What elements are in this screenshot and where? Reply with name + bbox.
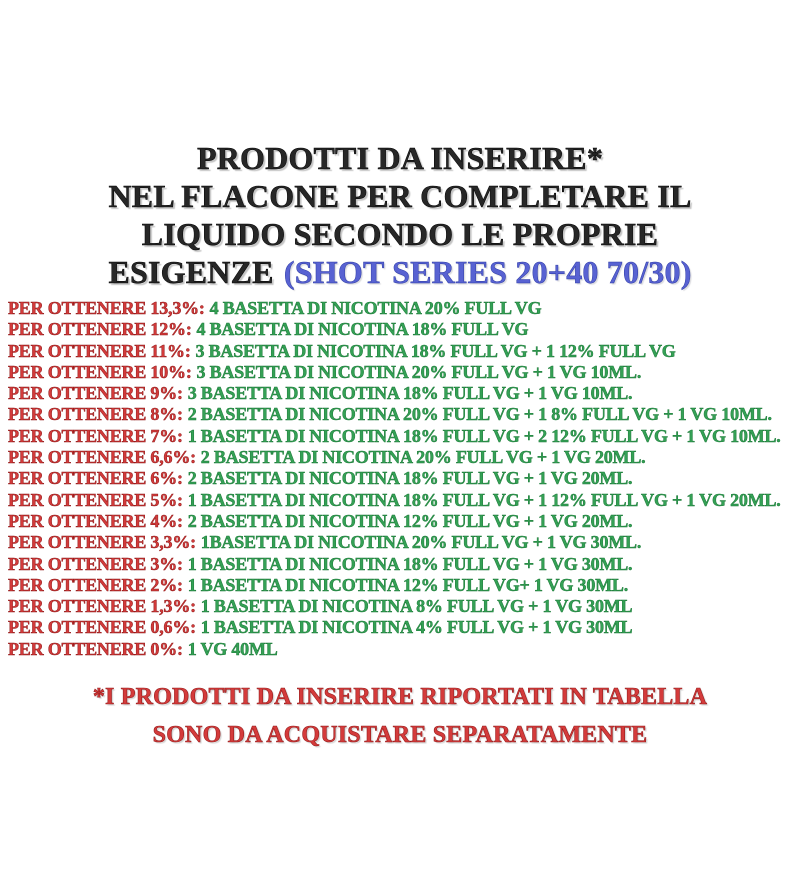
recipe-row: PER OTTENERE 7%: 1 BASETTA DI NICOTINA 18… <box>8 426 781 447</box>
title-line-3: LIQUIDO SECONDO LE PROPRIE <box>141 216 659 253</box>
recipe-products: 1 BASETTA DI NICOTINA 4% FULL VG + 1 VG … <box>200 617 633 638</box>
title-line-4: ESIGENZE (SHOT SERIES 20+40 70/30) <box>0 253 800 291</box>
recipe-row: PER OTTENERE 8%: 2 BASETTA DI NICOTINA 20… <box>8 404 781 425</box>
recipe-target: PER OTTENERE 13,3%: <box>8 298 205 319</box>
recipe-row: PER OTTENERE 2%: 1 BASETTA DI NICOTINA 12… <box>8 575 781 596</box>
title-line-1: PRODOTTI DA INSERIRE* <box>196 140 604 177</box>
recipe-target: PER OTTENERE 2%: <box>8 574 184 596</box>
recipe-target: PER OTTENERE 5%: <box>8 489 184 510</box>
footnote-line-1: *I PRODOTTI DA INSERIRE RIPORTATI IN TAB… <box>92 684 708 711</box>
title-line-4-black: ESIGENZE <box>108 254 274 291</box>
recipe-products: 1 VG 40ML <box>187 638 278 660</box>
recipe-row: PER OTTENERE 11%: 3 BASETTA DI NICOTINA 1… <box>8 340 781 362</box>
recipe-products: 1 BASETTA DI NICOTINA 12% FULL VG+ 1 VG … <box>187 574 629 596</box>
footnote-line-2: SONO DA ACQUISTARE SEPARATAMENTE <box>152 722 648 749</box>
recipe-row: PER OTTENERE 0%: 1 VG 40ML <box>8 639 781 660</box>
recipe-row: PER OTTENERE 5%: 1 BASETTA DI NICOTINA 18… <box>8 489 781 511</box>
recipe-row: PER OTTENERE 9%: 3 BASETTA DI NICOTINA 18… <box>8 383 781 404</box>
recipe-target: PER OTTENERE 10%: <box>8 361 192 383</box>
recipe-products: 3 BASETTA DI NICOTINA 18% FULL VG + 1 12… <box>195 340 676 361</box>
recipe-products: 4 BASETTA DI NICOTINA 18% FULL VG <box>196 319 529 340</box>
recipe-target: PER OTTENERE 6%: <box>8 468 184 489</box>
page-title: PRODOTTI DA INSERIRE* NEL FLACONE PER CO… <box>0 139 800 291</box>
recipe-row: PER OTTENERE 13,3%: 4 BASETTA DI NICOTINA… <box>8 298 781 319</box>
recipe-list: PER OTTENERE 13,3%: 4 BASETTA DI NICOTINA… <box>8 298 781 660</box>
recipe-products: 1 BASETTA DI NICOTINA 18% FULL VG + 2 12… <box>187 425 781 447</box>
recipe-products: 2 BASETTA DI NICOTINA 18% FULL VG + 1 VG… <box>187 468 633 489</box>
recipe-products: 3 BASETTA DI NICOTINA 18% FULL VG + 1 VG… <box>187 383 633 404</box>
recipe-products: 1 BASETTA DI NICOTINA 18% FULL VG + 1 VG… <box>187 553 633 574</box>
recipe-row: PER OTTENERE 3%: 1 BASETTA DI NICOTINA 18… <box>8 553 781 575</box>
recipe-row: PER OTTENERE 10%: 3 BASETTA DI NICOTINA 2… <box>8 362 781 383</box>
recipe-row: PER OTTENERE 6,6%: 2 BASETTA DI NICOTINA … <box>8 447 781 468</box>
recipe-target: PER OTTENERE 12%: <box>8 319 192 340</box>
recipe-products: 1BASETTA DI NICOTINA 20% FULL VG + 1 VG … <box>200 532 642 553</box>
recipe-target: PER OTTENERE 1,3%: <box>8 596 197 617</box>
recipe-row: PER OTTENERE 0,6%: 1 BASETTA DI NICOTINA … <box>8 617 781 638</box>
recipe-target: PER OTTENERE 3%: <box>8 553 184 574</box>
recipe-row: PER OTTENERE 1,3%: 1 BASETTA DI NICOTINA … <box>8 596 781 617</box>
recipe-products: 2 BASETTA DI NICOTINA 20% FULL VG + 1 8%… <box>187 404 772 425</box>
recipe-products: 2 BASETTA DI NICOTINA 12% FULL VG + 1 VG… <box>187 510 633 532</box>
recipe-target: PER OTTENERE 4%: <box>8 510 184 532</box>
recipe-row: PER OTTENERE 4%: 2 BASETTA DI NICOTINA 12… <box>8 511 781 532</box>
recipe-target: PER OTTENERE 3,3%: <box>8 532 197 553</box>
recipe-target: PER OTTENERE 0,6%: <box>8 617 197 638</box>
recipe-target: PER OTTENERE 9%: <box>8 383 184 404</box>
recipe-products: 2 BASETTA DI NICOTINA 20% FULL VG + 1 VG… <box>200 447 646 468</box>
footnote: *I PRODOTTI DA INSERIRE RIPORTATI IN TAB… <box>0 678 800 754</box>
recipe-target: PER OTTENERE 8%: <box>8 404 184 425</box>
recipe-target: PER OTTENERE 11%: <box>8 340 191 361</box>
recipe-products: 3 BASETTA DI NICOTINA 20% FULL VG + 1 VG… <box>196 361 642 383</box>
recipe-products: 4 BASETTA DI NICOTINA 20% FULL VG <box>209 298 542 319</box>
recipe-row: PER OTTENERE 6%: 2 BASETTA DI NICOTINA 18… <box>8 468 781 489</box>
recipe-target: PER OTTENERE 0%: <box>8 638 184 660</box>
recipe-row: PER OTTENERE 12%: 4 BASETTA DI NICOTINA 1… <box>8 319 781 340</box>
recipe-target: PER OTTENERE 6,6%: <box>8 447 197 468</box>
recipe-row: PER OTTENERE 3,3%: 1BASETTA DI NICOTINA 2… <box>8 532 781 553</box>
recipe-target: PER OTTENERE 7%: <box>8 425 184 447</box>
recipe-products: 1 BASETTA DI NICOTINA 18% FULL VG + 1 12… <box>187 489 781 510</box>
title-line-2: NEL FLACONE PER COMPLETARE IL <box>108 178 692 215</box>
recipe-products: 1 BASETTA DI NICOTINA 8% FULL VG + 1 VG … <box>200 596 633 617</box>
title-line-4-blue: (SHOT SERIES 20+40 70/30) <box>283 254 692 291</box>
